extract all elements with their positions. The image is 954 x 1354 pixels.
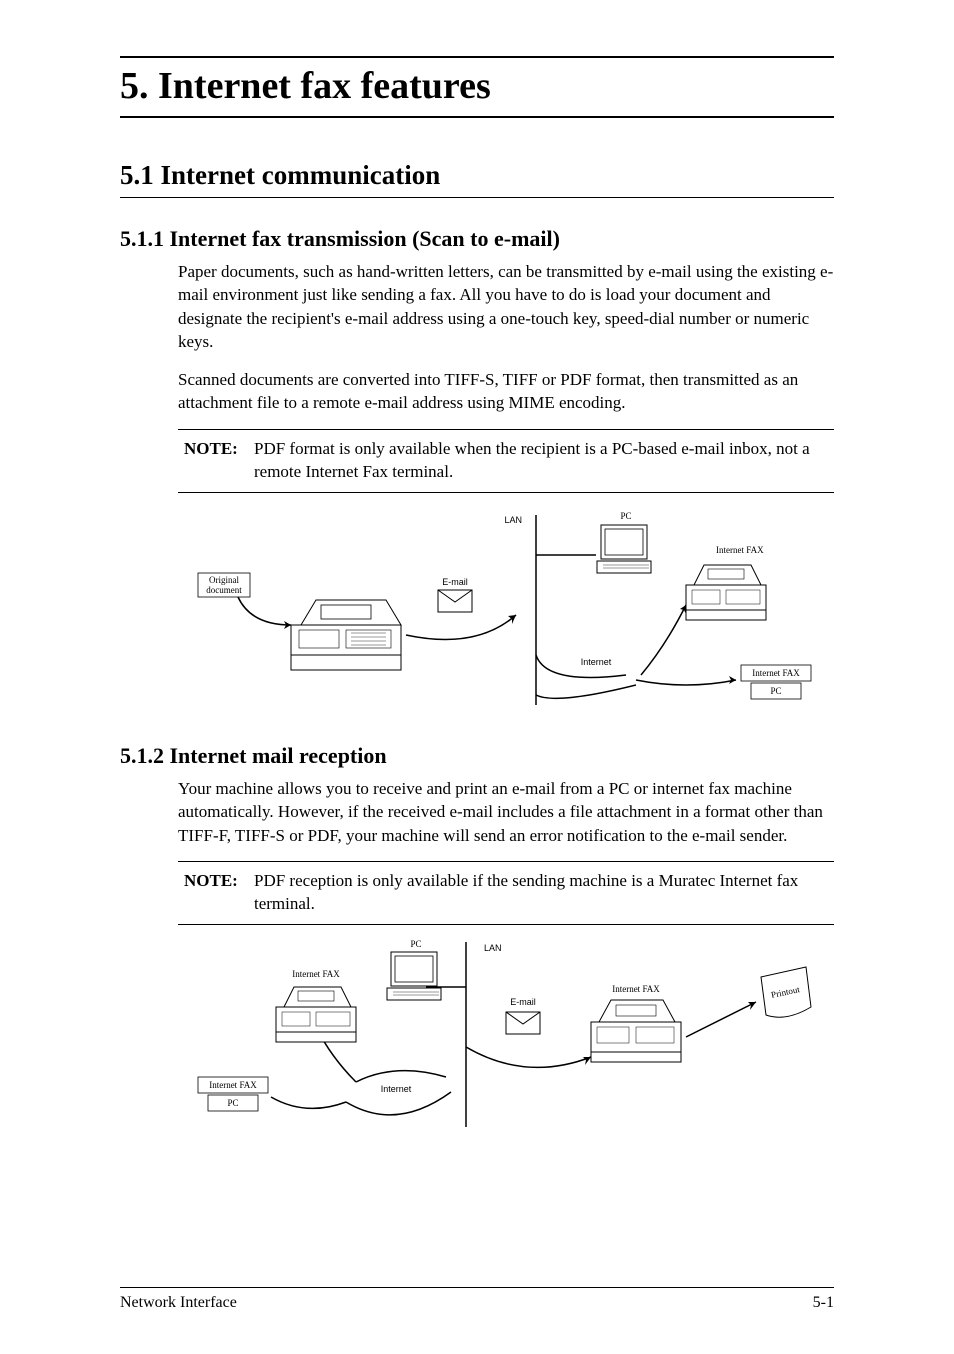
diag2-pcbox: PC [227, 1098, 238, 1108]
note-text: PDF format is only available when the re… [254, 438, 828, 484]
subsection2-title: 5.1.2 Internet mail reception [120, 743, 834, 769]
diag1-ifaxbox: Internet FAX [752, 668, 800, 678]
footer-right: 5-1 [813, 1294, 834, 1312]
note-rule-bottom [178, 492, 834, 493]
diagram-reception: Internet FAX PC Internet Internet FAX [178, 937, 834, 1137]
subsection2-body: Your machine allows you to receive and p… [178, 777, 834, 1137]
diag2-ifaxl: Internet FAX [292, 969, 340, 979]
note2-text: PDF reception is only available if the s… [254, 870, 828, 916]
sub1-note: NOTE: PDF format is only available when … [178, 429, 834, 493]
diag1-email: E-mail [442, 577, 468, 587]
diag2-internet: Internet [381, 1084, 412, 1094]
diag1-orig2: document [206, 585, 242, 595]
sub1-para1: Paper documents, such as hand-written le… [178, 260, 834, 354]
sub1-para2: Scanned documents are converted into TIF… [178, 368, 834, 415]
diag1-ifax: Internet FAX [716, 545, 764, 555]
diag1-pc: PC [620, 511, 631, 521]
footer-left: Network Interface [120, 1294, 237, 1312]
note-label: NOTE: [184, 438, 254, 484]
chapter-title: 5. Internet fax features [120, 64, 834, 108]
section-title: 5.1 Internet communication [120, 160, 834, 191]
sub2-note: NOTE: PDF reception is only available if… [178, 861, 834, 925]
diag2-ifaxbox: Internet FAX [209, 1080, 257, 1090]
note2-label: NOTE: [184, 870, 254, 916]
diag1-pcbox: PC [770, 686, 781, 696]
sub2-para1: Your machine allows you to receive and p… [178, 777, 834, 847]
diag1-lan: LAN [504, 515, 522, 525]
diag2-lan: LAN [484, 943, 502, 953]
page-footer: Network Interface 5-1 [120, 1287, 834, 1312]
chapter-rule-top [120, 56, 834, 58]
diag2-ifaxr: Internet FAX [612, 984, 660, 994]
section-rule [120, 197, 834, 198]
subsection1-body: Paper documents, such as hand-written le… [178, 260, 834, 715]
diag1-orig1: Original [209, 575, 239, 585]
subsection1-title: 5.1.1 Internet fax transmission (Scan to… [120, 226, 834, 252]
diagram-transmission: Original document [178, 505, 834, 715]
diag2-pc: PC [410, 939, 421, 949]
chapter-rule-bottom [120, 116, 834, 118]
diag1-internet: Internet [581, 657, 612, 667]
note2-rule-bottom [178, 924, 834, 925]
diag2-email: E-mail [510, 997, 536, 1007]
